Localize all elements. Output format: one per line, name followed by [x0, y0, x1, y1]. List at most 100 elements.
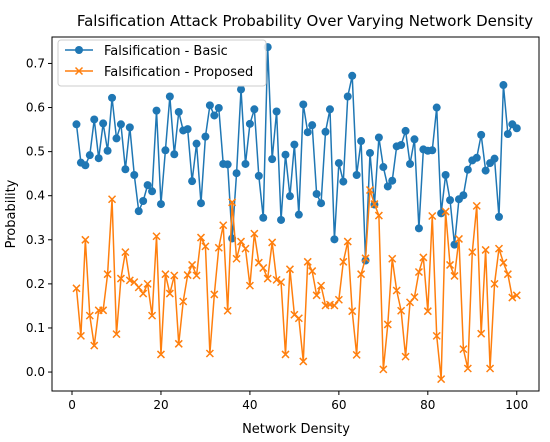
data-point-proposed [90, 341, 99, 350]
data-point-basic [477, 130, 486, 139]
data-point-basic [99, 119, 108, 128]
data-point-basic [397, 141, 406, 150]
legend-proposed-label: Falsification - Proposed [104, 65, 253, 80]
data-point-basic [245, 119, 254, 128]
data-point-basic [112, 134, 121, 143]
data-point-proposed [281, 350, 290, 359]
data-point-basic [441, 170, 450, 179]
data-point-basic [406, 159, 415, 168]
data-point-basic [259, 213, 268, 222]
data-point-proposed [330, 301, 339, 310]
data-point-proposed [72, 284, 81, 293]
data-point-proposed [499, 258, 508, 267]
data-point-proposed [201, 242, 210, 251]
data-point-proposed [437, 375, 446, 384]
data-point-proposed [183, 271, 192, 280]
y-tick-label: 0.6 [26, 101, 45, 115]
data-point-basic [272, 107, 281, 116]
data-point-proposed [388, 254, 397, 263]
series-proposed [72, 185, 521, 384]
data-point-proposed [241, 244, 250, 253]
data-point-proposed [232, 254, 241, 263]
data-point-basic [494, 212, 503, 221]
data-point-proposed [486, 364, 495, 373]
data-point-proposed [196, 233, 206, 242]
data-point-proposed [125, 276, 134, 285]
data-point-basic [232, 169, 241, 178]
data-point-basic [223, 160, 232, 169]
data-point-proposed [228, 198, 237, 207]
data-point-proposed [179, 297, 188, 306]
data-point-proposed [139, 289, 148, 298]
data-point-proposed [76, 331, 85, 340]
data-point-proposed [317, 281, 326, 290]
data-point-basic [321, 127, 330, 136]
data-point-proposed [205, 349, 214, 358]
data-point-basic [174, 107, 183, 116]
data-point-basic [116, 120, 125, 129]
data-point-basic [85, 151, 94, 160]
data-point-basic [72, 120, 81, 129]
data-point-proposed [99, 306, 108, 315]
data-point-proposed [446, 260, 455, 269]
data-point-basic [499, 81, 508, 90]
data-point-proposed [165, 289, 174, 298]
data-point-basic [125, 123, 134, 132]
data-point-basic [410, 135, 419, 144]
y-tick-label: 0.7 [26, 56, 45, 70]
data-point-basic [290, 140, 299, 149]
data-point-basic [401, 126, 410, 135]
data-point-basic [352, 170, 361, 179]
data-point-basic [383, 182, 392, 191]
data-point-basic [196, 199, 205, 208]
data-point-proposed [121, 248, 130, 257]
legend-proposed-marker [74, 66, 84, 76]
data-point-proposed [459, 345, 468, 354]
data-point-basic [156, 200, 165, 209]
data-point-proposed [370, 200, 379, 209]
data-point-proposed [285, 265, 294, 274]
data-point-proposed [236, 237, 246, 246]
data-point-proposed [116, 274, 125, 283]
x-tick-label: 20 [153, 398, 168, 412]
data-point-basic [481, 166, 490, 175]
y-tick-label: 0.0 [26, 365, 45, 379]
y-axis-label: Probability [4, 179, 19, 248]
data-point-proposed [152, 232, 161, 241]
y-tick-label: 0.5 [26, 145, 45, 159]
y-tick-label: 0.2 [26, 277, 45, 291]
data-point-basic [428, 146, 437, 155]
data-point-basic [432, 103, 441, 112]
data-point-basic [277, 215, 286, 224]
data-point-basic [121, 165, 130, 174]
x-tick-label: 100 [505, 398, 528, 412]
data-point-basic [205, 101, 214, 110]
data-point-basic [414, 224, 423, 233]
data-point-basic [170, 150, 179, 159]
data-point-proposed [299, 357, 308, 366]
data-point-proposed [156, 350, 165, 359]
x-tick-label: 60 [331, 398, 346, 412]
data-point-basic [139, 196, 148, 205]
data-point-proposed [428, 211, 437, 221]
data-point-basic [490, 154, 499, 163]
data-point-proposed [250, 229, 259, 238]
legend-basic-marker [75, 46, 83, 54]
data-point-proposed [410, 293, 419, 302]
data-point-proposed [85, 311, 94, 320]
data-point-proposed [397, 306, 406, 315]
data-point-proposed [210, 290, 219, 299]
data-point-proposed [414, 267, 423, 277]
data-point-basic [374, 133, 383, 142]
x-tick-label: 0 [68, 398, 76, 412]
data-point-proposed [108, 195, 117, 204]
data-point-basic [472, 153, 481, 162]
data-point-basic [281, 150, 290, 159]
data-point-proposed [339, 257, 348, 266]
data-point-basic [365, 148, 374, 157]
data-point-proposed [441, 207, 450, 216]
data-point-proposed [392, 286, 401, 295]
data-point-basic [446, 196, 455, 205]
axis-ticks: 0 20 40 60 80 100 0.0 0.1 0.2 0.3 0.4 0.5 0.6 0.7 [26, 56, 528, 412]
